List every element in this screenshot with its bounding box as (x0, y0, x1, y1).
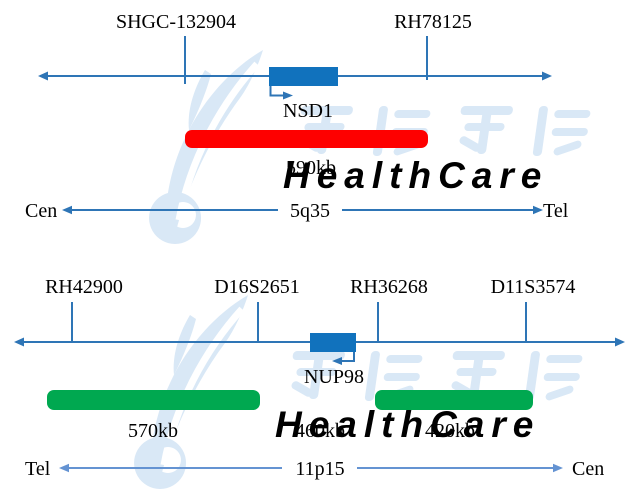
marker-label-shgc-132904: SHGC-132904 (116, 11, 236, 33)
gene-label-nsd1: NSD1 (283, 100, 333, 122)
diagram-nup98-11p15: RH42900 D16S2651 RH36268 D11S3574 NUP98 (14, 276, 625, 480)
gene-box-nup98 (310, 333, 356, 352)
marker-label-rh42900: RH42900 (45, 276, 123, 298)
axis-label-tel: Tel (543, 200, 569, 222)
gene-box-nsd1 (269, 67, 338, 86)
axis-label-band-5q35: 5q35 (290, 200, 330, 222)
marker-label-rh36268: RH36268 (350, 276, 428, 298)
axis-arrowhead-left (62, 205, 72, 215)
right-arrowhead (615, 337, 625, 347)
gene-label-nup98: NUP98 (304, 366, 364, 388)
tss-arrow-line (341, 352, 355, 362)
watermark-brand-text: HealthCare (275, 404, 540, 445)
watermark-brand-text: HealthCare (283, 155, 548, 196)
probe-bar-green-420kb (375, 390, 533, 410)
tss-arrow-line (269, 86, 284, 97)
axis-label-band-11p15: 11p15 (295, 458, 344, 480)
probe-size-label-570kb: 570kb (128, 420, 178, 442)
probe-size-label-420kb: 420kb (425, 420, 475, 442)
axis-arrowhead-right (553, 463, 563, 473)
tss-arrowhead-left (332, 357, 342, 365)
probe-bar-green-570kb (47, 390, 260, 410)
marker-label-rh78125: RH78125 (394, 11, 472, 33)
probe-size-label-460kb: 460kb (295, 420, 345, 442)
left-arrowhead (14, 337, 24, 347)
probe-size-label-590kb: 590kb (286, 157, 336, 179)
axis-label-tel: Tel (25, 458, 51, 480)
axis-label-cen: Cen (25, 200, 57, 222)
watermark-top: HealthCare (149, 50, 591, 244)
left-arrowhead (38, 71, 48, 81)
probe-bar-red-590kb (185, 130, 428, 148)
right-arrowhead (542, 71, 552, 81)
tss-arrowhead-right (283, 91, 293, 100)
axis-label-cen: Cen (572, 458, 604, 480)
axis-arrowhead-right (533, 205, 543, 215)
marker-label-d16s2651: D16S2651 (214, 276, 300, 298)
axis-arrowhead-left (59, 463, 69, 473)
watermark-bottom: HealthCare (134, 295, 583, 489)
diagram-nsd1-5q35: SHGC-132904 RH78125 NSD1 590kb Cen 5q (25, 11, 569, 222)
marker-label-d11s3574: D11S3574 (491, 276, 576, 298)
